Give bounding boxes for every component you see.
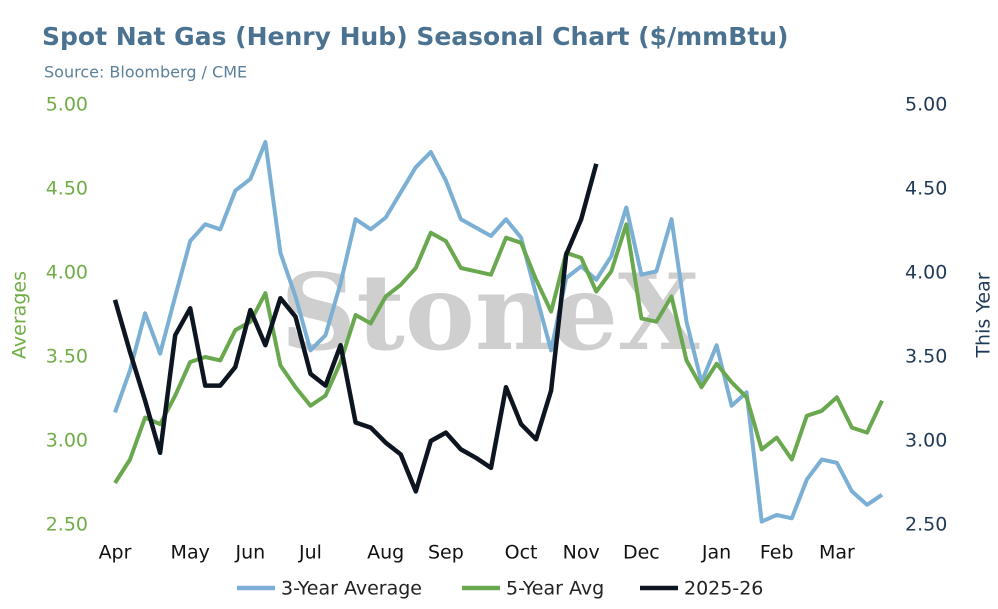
chart-title: Spot Nat Gas (Henry Hub) Seasonal Chart … [42, 22, 788, 51]
y-axis-title: Averages [9, 271, 31, 359]
series-line [113, 222, 884, 485]
y-tick-label: 2.50 [46, 514, 88, 536]
x-tick-label: Jun [235, 542, 266, 564]
x-tick-label: Sep [428, 542, 464, 564]
legend-label: 5-Year Avg [506, 578, 604, 600]
legend-label: 2025-26 [684, 578, 763, 600]
x-tick-label: Mar [819, 542, 855, 564]
y-tick-label: 4.00 [46, 262, 88, 284]
y-tick-label: 3.50 [46, 346, 88, 368]
x-tick-label: Dec [623, 542, 660, 564]
y2-axis-title: This Year [973, 272, 995, 358]
legend-label: 3-Year Average [281, 578, 422, 600]
watermark: StoneX [281, 250, 701, 374]
chart-subtitle: Source: Bloomberg / CME [44, 63, 247, 82]
y2-tick-label: 2.50 [905, 514, 947, 536]
y2-tick-label: 4.50 [905, 178, 947, 200]
y2-tick-label: 4.00 [905, 262, 947, 284]
y2-tick-label: 5.00 [905, 94, 947, 116]
x-tick-label: Aug [367, 542, 404, 564]
y2-tick-label: 3.50 [905, 346, 947, 368]
y-tick-label: 4.50 [46, 178, 88, 200]
y-tick-label: 3.00 [46, 430, 88, 452]
y2-tick-label: 3.00 [905, 430, 947, 452]
y-tick-label: 5.00 [46, 94, 88, 116]
x-tick-label: May [171, 542, 210, 564]
x-tick-label: Jan [701, 542, 731, 564]
x-tick-label: Apr [99, 542, 132, 564]
x-tick-label: Feb [760, 542, 794, 564]
series-line [112, 163, 599, 494]
x-tick-label: Nov [563, 542, 600, 564]
series-line [113, 140, 884, 524]
x-tick-label: Oct [505, 542, 538, 564]
x-tick-label: Jul [298, 542, 322, 564]
